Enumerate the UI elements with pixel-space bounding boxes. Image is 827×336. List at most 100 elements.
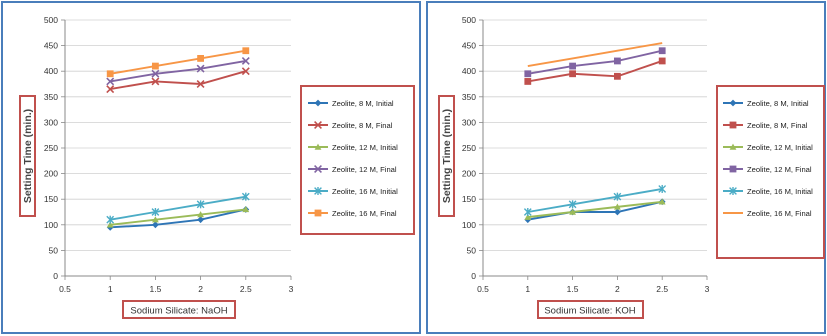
data-point: [524, 78, 532, 85]
y-tick-label: 250: [462, 143, 476, 153]
y-tick-label: 450: [462, 41, 476, 51]
legend-marker: [314, 143, 322, 150]
y-axis-label: Setting Time (min.): [22, 109, 34, 203]
y-tick-label: 200: [44, 169, 58, 179]
legend-label: Zeolite, 8 M, Final: [332, 121, 393, 130]
legend-marker: [729, 165, 737, 173]
y-tick-label: 250: [44, 143, 58, 153]
legend-label: Zeolite, 12 M, Initial: [747, 143, 813, 152]
series-line: [110, 195, 246, 221]
series-line: [527, 42, 663, 68]
legend-label: Zeolite, 16 M, Final: [747, 209, 812, 218]
data-point: [197, 211, 204, 218]
data-point: [106, 70, 114, 78]
legend-marker: [729, 121, 737, 129]
data-point: [196, 64, 205, 73]
data-point: [106, 215, 115, 224]
y-tick-label: 300: [462, 117, 476, 127]
chart-panel-naoh: 0 50 100 150 200 250 300 350 400 450 500 0.5 1 1.5 2 2.…: [1, 1, 421, 334]
y-tick-label: 400: [44, 66, 58, 76]
legend-marker: [729, 99, 737, 107]
y-axis-label-group: Setting Time (min.): [19, 95, 36, 217]
legend-marker: [314, 209, 322, 217]
legend: Zeolite, 8 M, Initial Zeolite, 8 M, Final…: [300, 85, 415, 235]
y-tick-label: 50: [467, 245, 477, 255]
data-point: [569, 208, 576, 215]
legend-marker: [314, 121, 322, 129]
legend-label: Zeolite, 16 M, Initial: [747, 187, 813, 196]
y-tick-label: 450: [44, 41, 58, 51]
axes: 0 50 100 150 200 250 300 350 400 450 500 0.5 1 1.5 2 2.…: [462, 15, 710, 294]
y-tick-label: 100: [462, 220, 476, 230]
data-point: [152, 62, 159, 70]
data-point: [242, 206, 250, 213]
y-axis-label-group: Setting Time (min.): [438, 95, 455, 217]
legend-label: Zeolite, 16 M, Initial: [332, 187, 398, 196]
y-tick-label: 150: [44, 194, 58, 204]
legend-label: Zeolite, 8 M, Final: [747, 121, 808, 130]
y-tick-label: 400: [462, 66, 476, 76]
x-tick-label: 0.5: [477, 284, 489, 294]
data-point: [197, 55, 204, 62]
data-point: [106, 77, 115, 86]
data-point: [106, 85, 115, 94]
x-tick-label: 3: [289, 284, 294, 294]
data-point: [614, 208, 621, 216]
data-point: [106, 221, 114, 228]
series-layer: [106, 47, 250, 231]
data-point: [658, 47, 666, 55]
data-point: [524, 70, 532, 78]
x-tick-label: 1: [525, 284, 530, 294]
data-point: [568, 200, 577, 209]
series-layer: [523, 42, 667, 224]
x-tick-label: 3: [705, 284, 710, 294]
y-axis-label: Setting Time (min.): [441, 109, 453, 203]
legend-marker: [314, 99, 322, 107]
series-line: [527, 60, 663, 83]
axes: 0 50 100 150 200 250 300 350 400 450 500 0.5 1 1.5 2 2.…: [44, 15, 294, 294]
data-point: [151, 77, 160, 86]
x-tick-label: 2: [615, 284, 620, 294]
data-point: [614, 72, 621, 80]
data-point: [614, 203, 621, 210]
data-point: [196, 200, 205, 209]
y-axis-label-box: [438, 95, 455, 217]
y-tick-label: 350: [44, 92, 58, 102]
y-tick-label: 0: [471, 271, 476, 281]
x-tick-label: 2.5: [656, 284, 668, 294]
data-point: [523, 208, 532, 216]
x-tick-label: 1.5: [149, 284, 161, 294]
legend-marker: [729, 143, 737, 150]
data-point: [569, 62, 576, 70]
legend-box: [300, 85, 415, 235]
legend-marker: [729, 187, 737, 195]
legend-label: Zeolite, 8 M, Initial: [332, 99, 394, 108]
data-point: [241, 56, 250, 65]
legend: Zeolite, 8 M, Initial Zeolite, 8 M, Final…: [716, 85, 825, 259]
series-line: [110, 208, 247, 229]
y-axis-label-box: [19, 95, 36, 217]
legend-label: Zeolite, 12 M, Final: [747, 165, 812, 174]
data-point: [658, 198, 666, 205]
series-line: [527, 49, 663, 75]
x-axis-label: Sodium Silicate: NaOH: [130, 306, 227, 317]
y-tick-label: 0: [53, 271, 58, 281]
y-tick-label: 500: [44, 15, 58, 25]
y-tick-label: 50: [49, 245, 59, 255]
y-tick-label: 500: [462, 15, 476, 25]
x-axis-label-group: Sodium Silicate: NaOH: [122, 300, 236, 319]
x-axis-label-group: Sodium Silicate: KOH: [537, 300, 644, 319]
data-point: [658, 184, 667, 193]
legend-marker: [314, 187, 322, 195]
x-axis-label: Sodium Silicate: KOH: [544, 306, 635, 317]
data-point: [613, 192, 622, 201]
x-tick-label: 1: [108, 284, 113, 294]
series-line: [527, 200, 663, 219]
y-tick-label: 150: [462, 194, 476, 204]
gridlines: [483, 19, 707, 251]
series-line: [527, 200, 663, 221]
data-point: [152, 216, 159, 223]
y-tick-label: 100: [44, 220, 58, 230]
data-point: [241, 67, 250, 76]
